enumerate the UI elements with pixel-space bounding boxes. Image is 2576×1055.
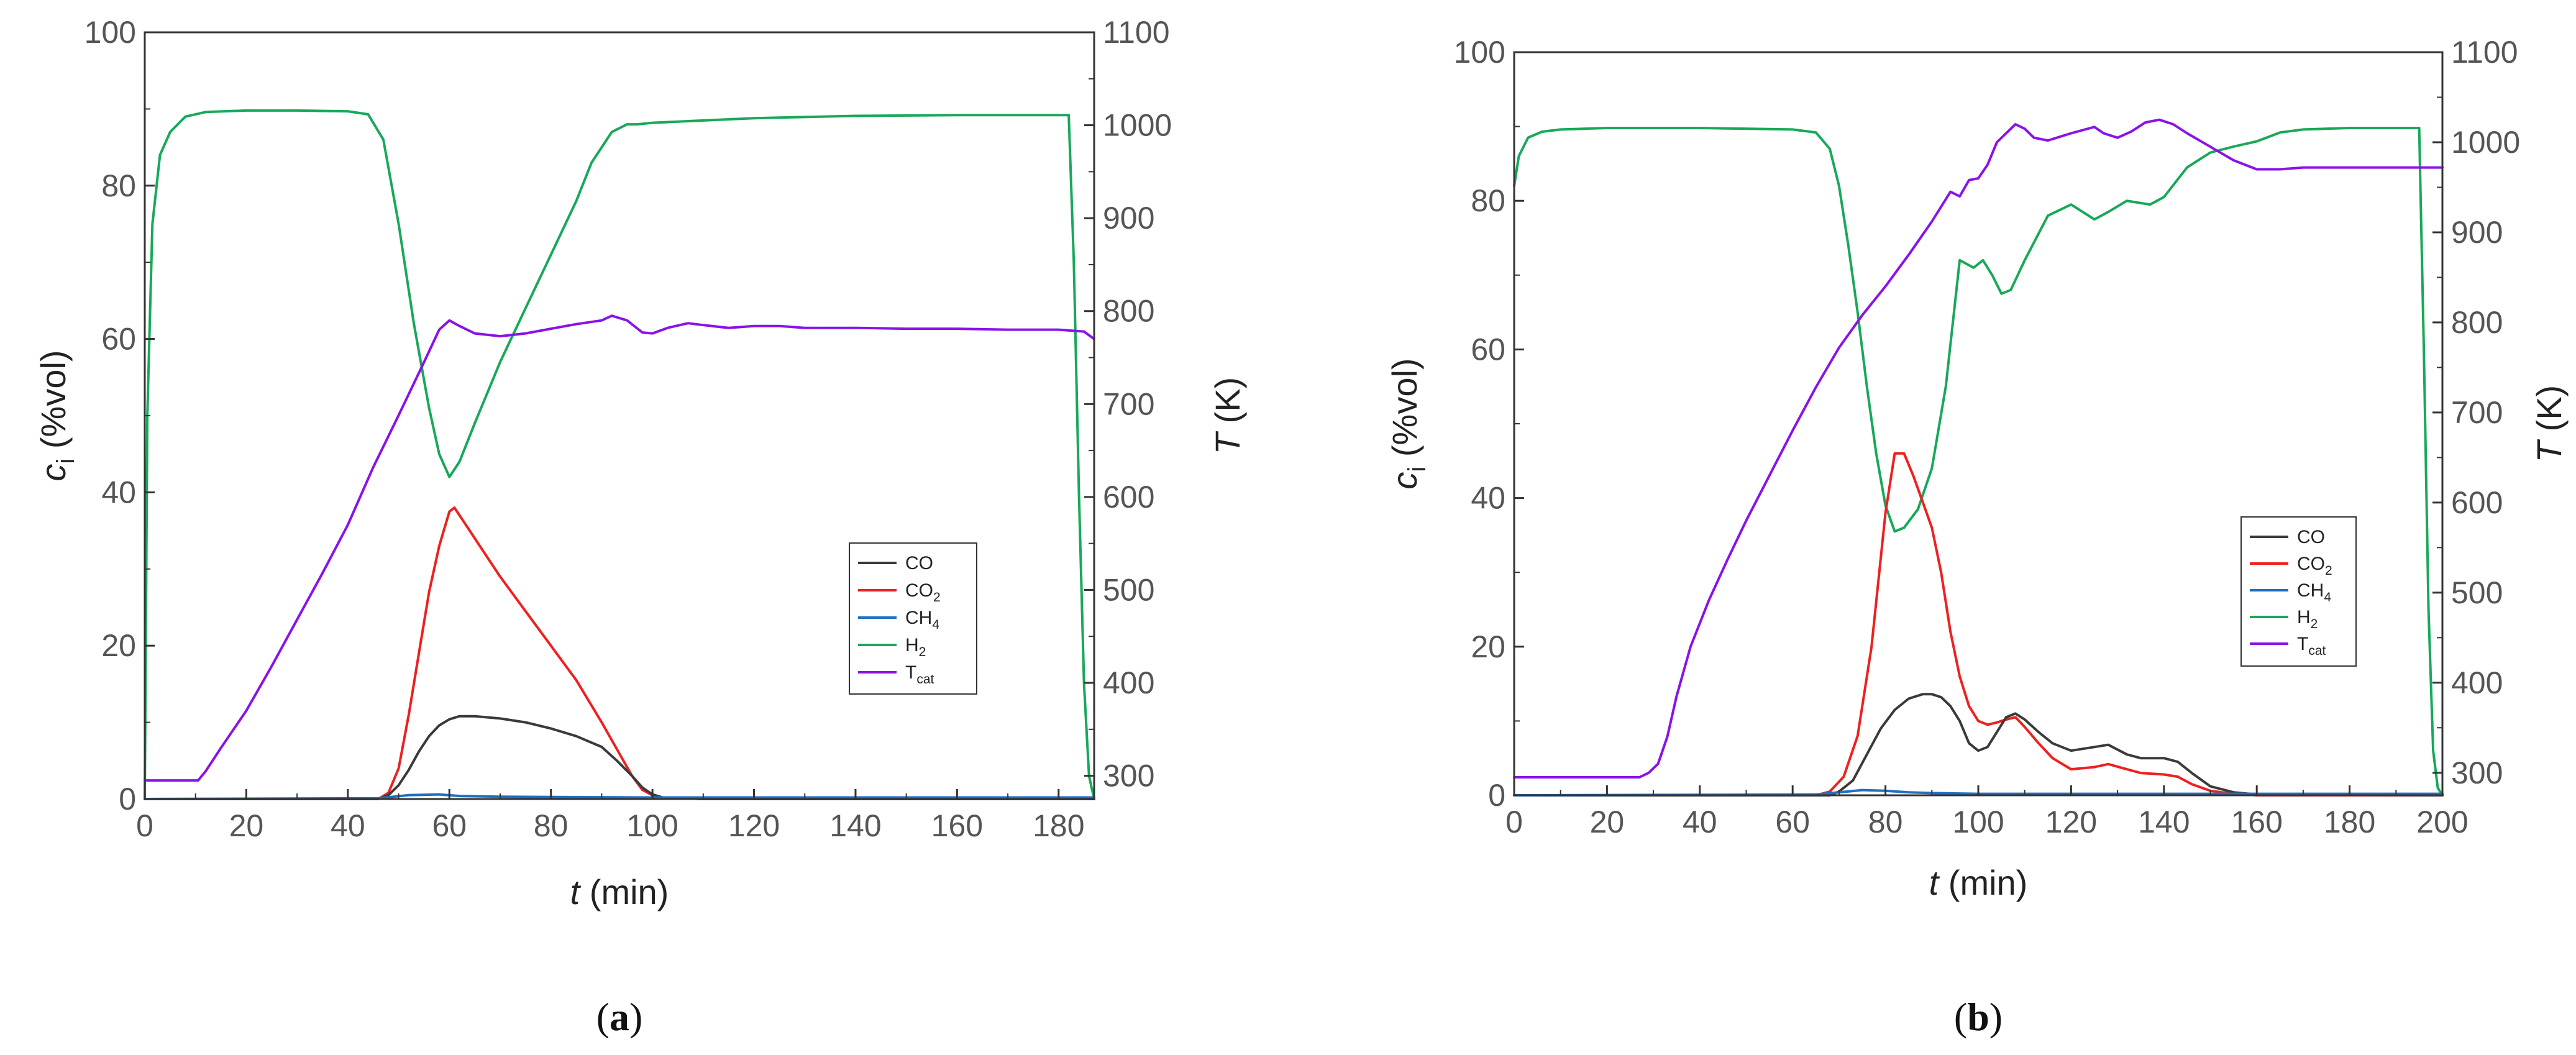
series-line-tcat: [144, 314, 1095, 782]
x-tick-label: 80: [1868, 805, 1903, 839]
x-tick-label: 0: [136, 808, 153, 843]
x-tick-label: 40: [1683, 805, 1717, 839]
y-tick-label: 60: [101, 322, 136, 357]
chart-panel-b: 0 20 40 60 80 100 120 140 160 180 200 0 20 40 60 80 100…: [1385, 35, 2569, 1039]
y2-tick-label: 500: [1103, 572, 1154, 607]
y-axis-title: ci (%vol): [1385, 358, 1431, 489]
series-line-tcat: [1513, 118, 2444, 779]
series-line-h2: [1513, 127, 2444, 797]
x-tick-label: 20: [229, 808, 264, 843]
y2-tick-label: 800: [1103, 294, 1154, 329]
y-axis-ticks-b: 0 20 40 60 80 100: [1454, 35, 1524, 813]
x-tick-label: 120: [2045, 805, 2097, 839]
x-tick-label: 200: [2416, 805, 2468, 839]
x-tick-label: 100: [626, 808, 678, 843]
y2-tick-label: 400: [1103, 665, 1154, 700]
legend: CO CO2 CH4 H2 Tcat: [849, 542, 977, 695]
legend-items-a: CO CO2 CH4 H2 Tcat: [858, 553, 941, 687]
y-tick-label: 20: [101, 628, 136, 663]
y-tick-label: 60: [1471, 332, 1505, 367]
x-tick-label: 20: [1590, 805, 1625, 839]
y2-tick-label: 600: [2451, 485, 2503, 520]
x-axis-ticks-a: 0 20 40 60 80 100 120 140 160 180: [136, 789, 1085, 843]
y2-tick-label: 1000: [1103, 108, 1172, 143]
x-tick-label: 100: [1952, 805, 2004, 839]
series-line-co: [1513, 693, 2444, 797]
y2-tick-label: 700: [1103, 386, 1154, 421]
y-tick-label: 0: [1488, 778, 1505, 813]
x-tick-label: 160: [2231, 805, 2282, 839]
legend-label-tcat: Tcat: [2297, 634, 2326, 658]
y-tick-label: 80: [101, 168, 136, 203]
legend-label-co: CO: [2297, 527, 2325, 547]
legend-label-co2: CO2: [2297, 554, 2332, 578]
y2-tick-label: 900: [2451, 215, 2503, 250]
y2-tick-label: 700: [2451, 395, 2503, 430]
y2-tick-label: 300: [1103, 759, 1154, 793]
y-tick-label: 100: [1454, 35, 1505, 70]
x-tick-label: 80: [534, 808, 569, 843]
y-tick-label: 20: [1471, 629, 1505, 664]
legend-label-ch4: CH4: [905, 608, 939, 632]
y2-axis-title: T (K): [2529, 385, 2569, 462]
legend-label-h2: H2: [2297, 607, 2318, 631]
y-tick-label: 100: [84, 15, 136, 50]
legend-label-co2: CO2: [905, 580, 941, 605]
y-axis-ticks-a: 0 20 40 60 80 100: [84, 15, 155, 816]
panel-label: (a): [596, 995, 643, 1039]
y2-tick-label: 900: [1103, 201, 1154, 235]
y-tick-label: 80: [1471, 183, 1505, 218]
y2-tick-label: 1100: [2451, 35, 2518, 70]
series-line-co: [144, 715, 1095, 800]
panel-label: (b): [1954, 995, 2003, 1039]
x-axis-ticks-b: 0 20 40 60 80 100 120 140 160 180 200: [1505, 785, 2469, 839]
series-layer-a: [144, 109, 1095, 800]
x-tick-label: 60: [1775, 805, 1810, 839]
x-tick-label: 140: [829, 808, 881, 843]
y-tick-label: 0: [119, 782, 136, 816]
x-tick-label: 0: [1505, 805, 1523, 839]
y2-axis-ticks-a: 300 400 500 600 700 800 900 1000 1100: [1084, 15, 1172, 793]
y2-axis-title: T (K): [1208, 377, 1247, 454]
x-tick-label: 40: [331, 808, 365, 843]
x-tick-label: 160: [931, 808, 983, 843]
y-tick-label: 40: [101, 475, 136, 509]
x-tick-label: 120: [728, 808, 780, 843]
legend-label-tcat: Tcat: [905, 662, 934, 687]
y2-tick-label: 400: [2451, 665, 2503, 700]
y2-tick-label: 500: [2451, 575, 2503, 610]
x-tick-label: 180: [2324, 805, 2375, 839]
x-tick-label: 140: [2138, 805, 2190, 839]
series-line-h2: [144, 109, 1095, 800]
y-tick-label: 40: [1471, 481, 1505, 516]
chart-panel-a: 0 20 40 60 80 100 120 140 160 180 0 20 40 60 80 100 30…: [34, 15, 1247, 1039]
x-tick-label: 60: [432, 808, 467, 843]
y2-tick-label: 600: [1103, 480, 1154, 514]
y-axis-title: ci (%vol): [34, 350, 80, 481]
series-line-co2: [1513, 452, 2444, 797]
x-tick-label: 180: [1033, 808, 1084, 843]
legend-label-ch4: CH4: [2297, 580, 2331, 605]
y2-tick-label: 1100: [1103, 15, 1170, 50]
y2-tick-label: 300: [2451, 756, 2503, 790]
legend-label-co: CO: [905, 553, 933, 573]
legend-label-h2: H2: [905, 635, 926, 659]
x-axis-title: t (min): [1929, 863, 2028, 902]
y2-tick-label: 800: [2451, 305, 2503, 340]
y2-tick-label: 1000: [2451, 125, 2520, 160]
x-axis-title: t (min): [570, 872, 669, 911]
y2-axis-ticks-b: 300 400 500 600 700 800 900 1000 1100: [2432, 35, 2520, 790]
